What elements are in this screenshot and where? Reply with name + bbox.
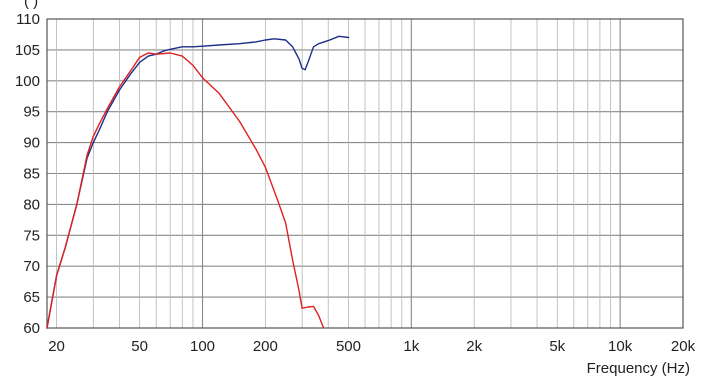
x-tick-label: 5k (549, 338, 565, 355)
x-tick-label: 20 (48, 338, 65, 355)
x-tick-labels: 20 50 100 200 500 1k 2k 5k 10k 20k (48, 338, 695, 355)
y-tick-label: 90 (23, 135, 40, 152)
y-tick-label: 105 (15, 42, 40, 59)
y-tick-label: 80 (23, 196, 40, 213)
y-tick-label: 110 (16, 11, 40, 28)
x-axis-label: Frequency (Hz) (587, 360, 690, 376)
y-tick-label: 85 (23, 166, 40, 183)
y-tick-label: 65 (23, 289, 40, 306)
x-tick-label: 2k (466, 338, 482, 355)
y-tick-label: 75 (23, 227, 40, 244)
y-tick-labels: 60 65 70 75 80 85 90 95 100 105 110 (15, 11, 40, 337)
x-tick-label: 100 (190, 338, 215, 355)
y-tick-label: 95 (23, 104, 40, 121)
y-tick-label: 100 (15, 73, 40, 90)
x-tick-label: 20k (671, 338, 696, 355)
y-axis-label-clipped: ( ) (24, 0, 38, 10)
y-tick-label: 60 (23, 320, 40, 337)
x-tick-label: 50 (131, 338, 148, 355)
series-layer (46, 35, 350, 329)
x-tick-label: 500 (336, 338, 361, 355)
x-tick-label: 1k (403, 338, 419, 355)
y-tick-label: 70 (23, 258, 40, 275)
grid (47, 18, 683, 329)
plot-frame (46, 18, 684, 329)
series-line-2 (46, 52, 325, 329)
series-line-1 (46, 35, 350, 329)
x-tick-label: 10k (608, 338, 633, 355)
x-tick-label: 200 (253, 338, 278, 355)
